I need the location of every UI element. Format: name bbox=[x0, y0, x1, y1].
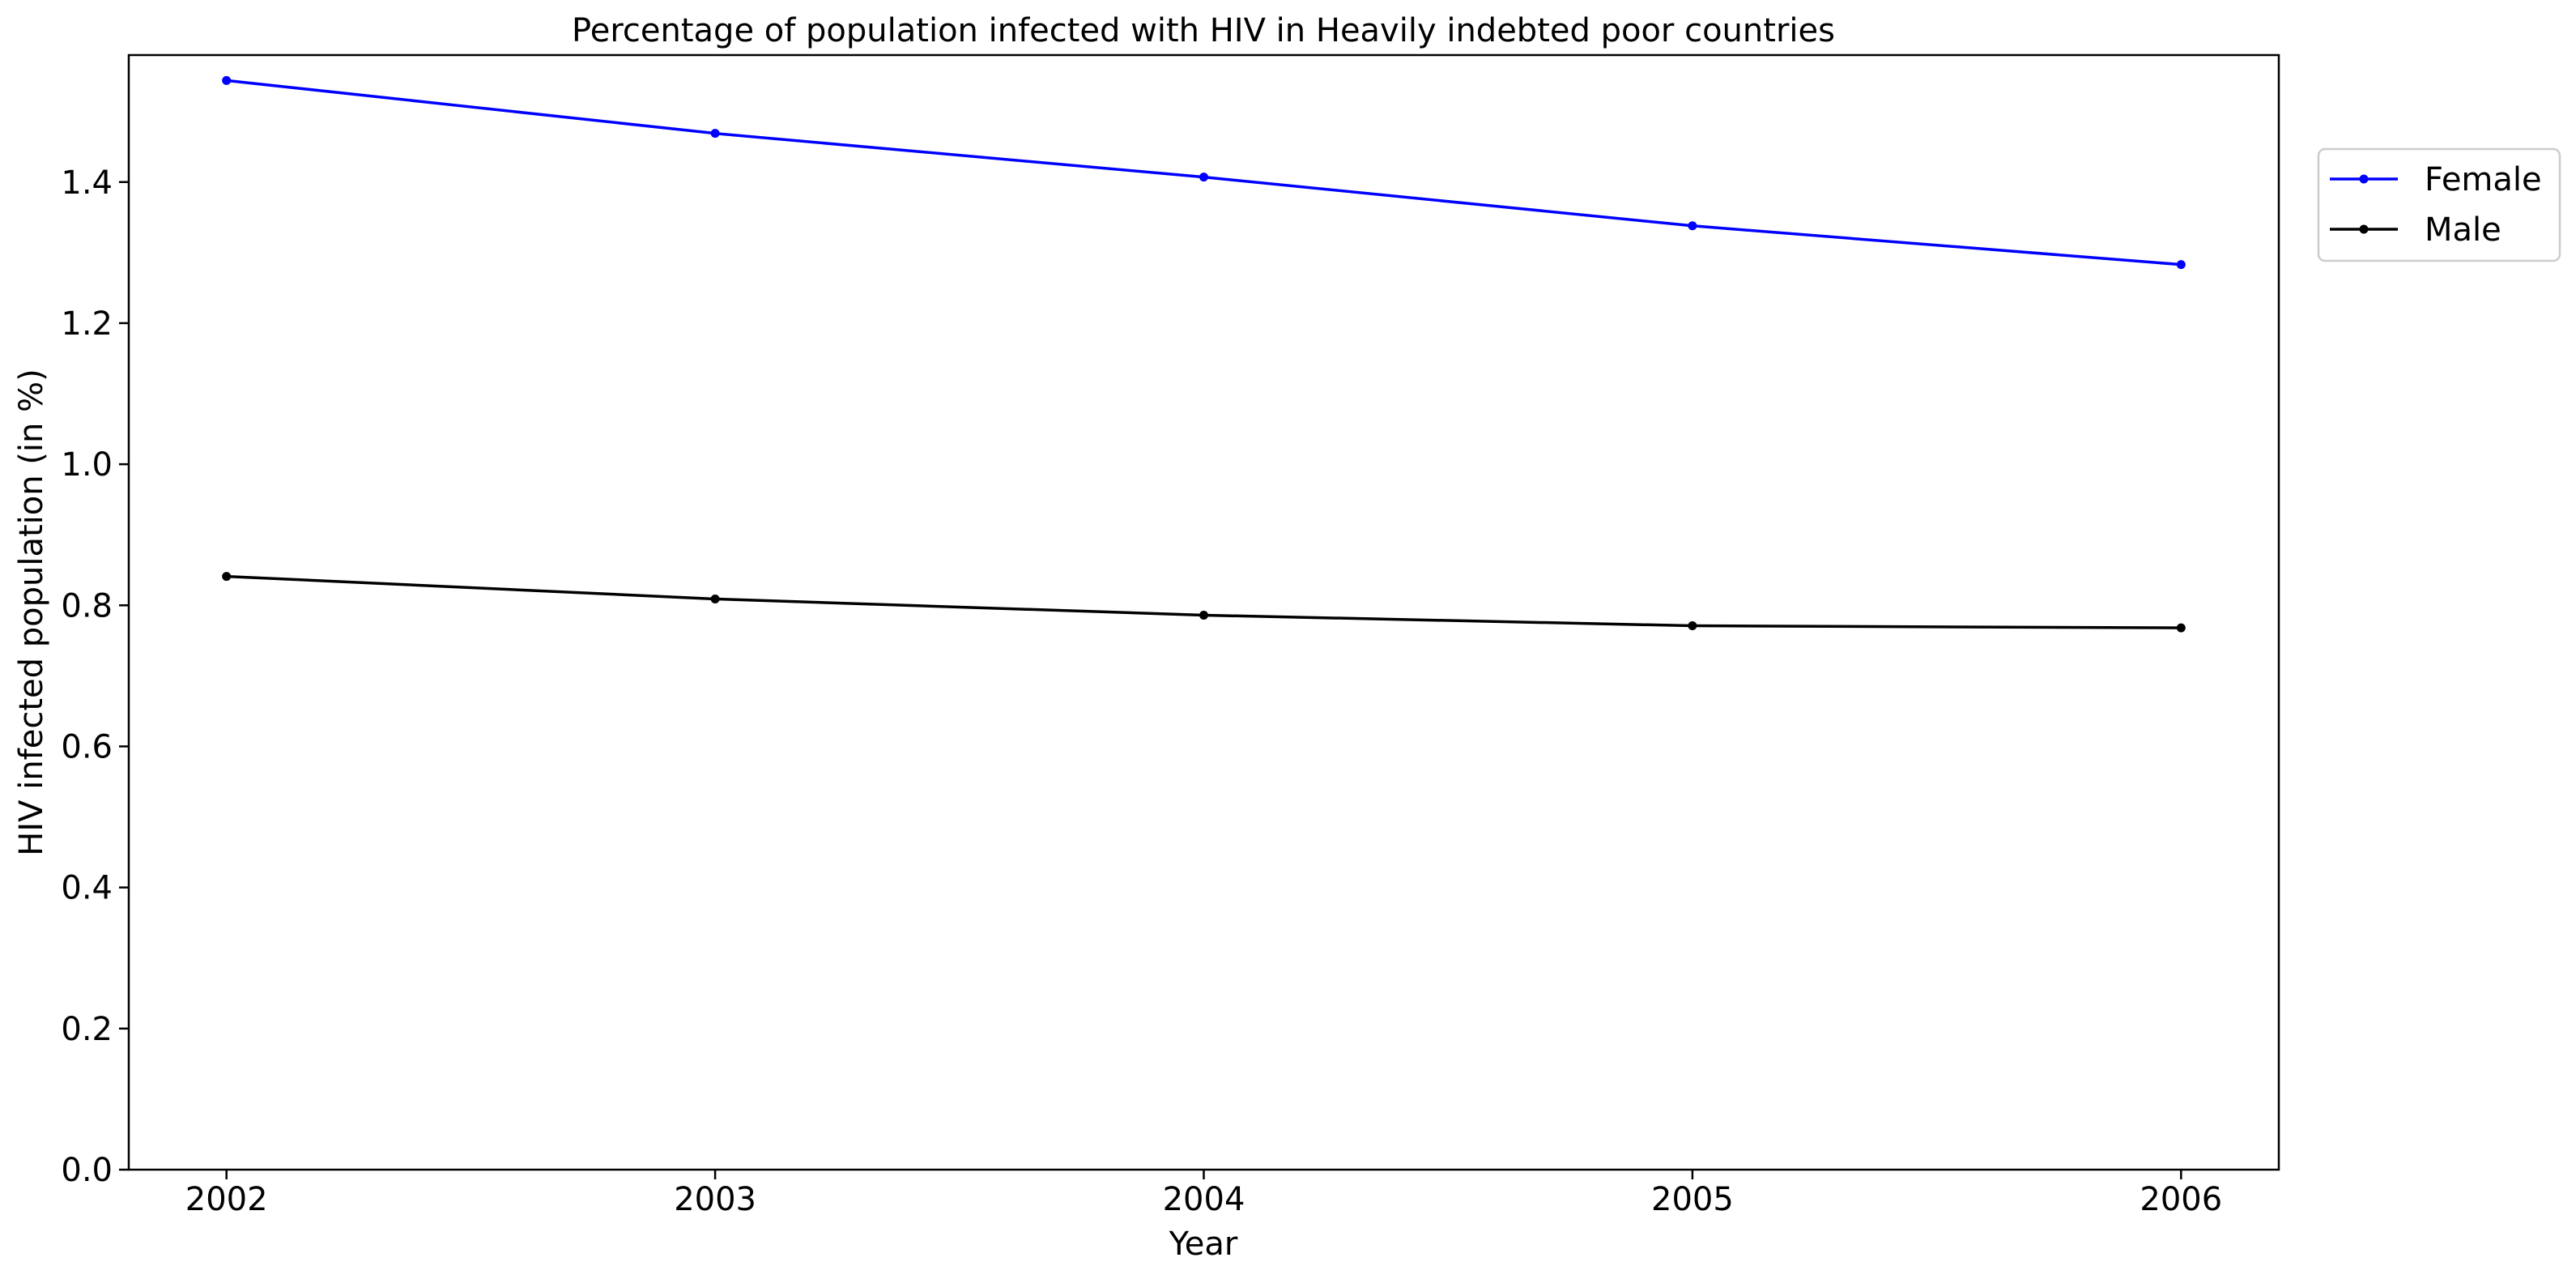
x-tick-label: 2003 bbox=[674, 1181, 756, 1218]
legend-box bbox=[2317, 147, 2561, 262]
data-point-male bbox=[1199, 610, 1208, 620]
x-tick-label: 2002 bbox=[185, 1181, 268, 1218]
y-axis-label: HIV infected population (in %) bbox=[13, 369, 50, 855]
x-tick-label: 2005 bbox=[1651, 1181, 1734, 1218]
series-line-male bbox=[226, 574, 2182, 629]
y-tick-label: 0.2 bbox=[61, 1011, 113, 1048]
y-tick-label: 1.4 bbox=[61, 164, 113, 202]
legend: Female Male bbox=[2317, 147, 2561, 262]
y-tick-label: 0.4 bbox=[61, 870, 113, 907]
legend-marker-female bbox=[2359, 174, 2369, 184]
x-tick-label: 2004 bbox=[1163, 1181, 1245, 1218]
chart-title: Percentage of population infected with H… bbox=[572, 12, 1835, 49]
legend-label-female: Female bbox=[2425, 161, 2542, 198]
data-point-female bbox=[1688, 221, 1697, 231]
legend-marker-male bbox=[2359, 224, 2369, 234]
x-axis: 2002 2003 2004 2005 2006 bbox=[185, 1170, 2222, 1218]
series-layer bbox=[222, 75, 2186, 633]
data-point-female bbox=[1199, 173, 1208, 182]
data-point-male bbox=[222, 572, 232, 582]
y-tick-label: 1.0 bbox=[61, 446, 113, 484]
y-tick-label: 0.0 bbox=[61, 1152, 113, 1189]
y-axis: 0.0 0.2 0.4 0.6 0.8 1.0 1.2 1.4 bbox=[61, 164, 129, 1189]
y-tick-label: 0.6 bbox=[61, 728, 113, 765]
y-tick-label: 1.2 bbox=[61, 305, 113, 343]
data-point-female bbox=[710, 129, 720, 139]
x-tick-label: 2006 bbox=[2140, 1181, 2222, 1218]
data-point-male bbox=[710, 594, 720, 603]
legend-label-male: Male bbox=[2425, 211, 2501, 249]
y-tick-label: 0.8 bbox=[61, 587, 113, 625]
data-point-female bbox=[222, 75, 232, 85]
data-point-male bbox=[2176, 623, 2186, 633]
data-point-female bbox=[2176, 260, 2186, 270]
x-axis-label: Year bbox=[1169, 1226, 1238, 1263]
series-line-female bbox=[226, 79, 2182, 266]
data-point-male bbox=[1688, 621, 1697, 631]
